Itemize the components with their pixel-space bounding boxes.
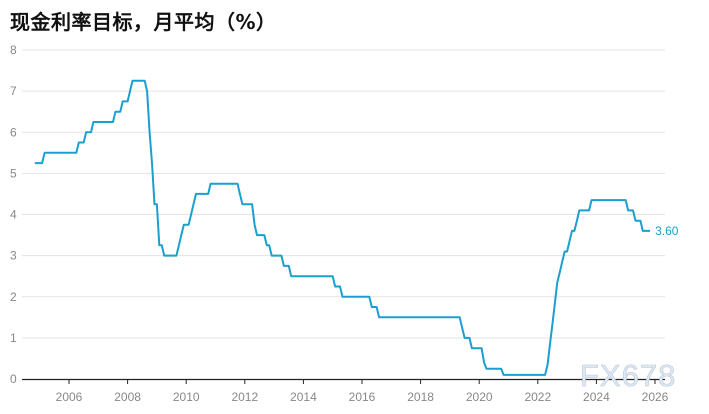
end-value-label: 3.60 xyxy=(655,224,679,238)
y-tick-label: 4 xyxy=(10,208,17,222)
chart-title: 现金利率目标，月平均（%） xyxy=(10,10,277,34)
x-tick-label: 2014 xyxy=(290,390,317,404)
y-tick-label: 5 xyxy=(10,166,17,180)
x-tick-label: 2026 xyxy=(642,390,669,404)
x-tick-label: 2022 xyxy=(524,390,551,404)
x-tick-label: 2008 xyxy=(114,390,141,404)
y-tick-label: 6 xyxy=(10,125,17,139)
y-tick-label: 0 xyxy=(10,372,17,386)
y-tick-label: 7 xyxy=(10,84,17,98)
x-tick-label: 2020 xyxy=(466,390,493,404)
x-tick-label: 2024 xyxy=(583,390,610,404)
x-tick-label: 2006 xyxy=(56,390,83,404)
cash-rate-line xyxy=(34,79,651,376)
y-tick-label: 1 xyxy=(10,331,17,345)
y-tick-label: 8 xyxy=(10,43,17,57)
x-tick-label: 2016 xyxy=(349,390,376,404)
x-tick-label: 2010 xyxy=(173,390,200,404)
x-tick-label: 2012 xyxy=(231,390,258,404)
x-tick-label: 2018 xyxy=(407,390,434,404)
watermark-logo: FX678 xyxy=(580,358,677,394)
y-tick-label: 2 xyxy=(10,290,17,304)
y-tick-label: 3 xyxy=(10,249,17,263)
